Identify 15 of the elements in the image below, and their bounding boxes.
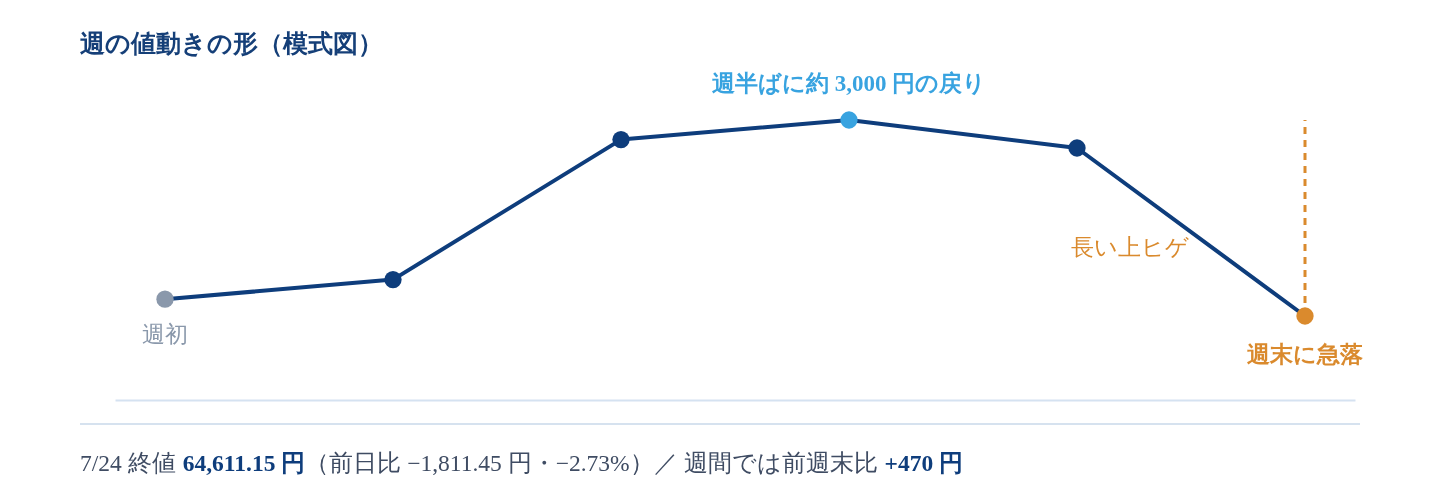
- annotation: 週初: [142, 322, 188, 348]
- point: [1068, 139, 1086, 157]
- text: （前日比 −1,811.45 円・−2.73%）／ 週間では前週末比: [305, 450, 878, 476]
- annotation: 長い上ヒゲ: [1071, 235, 1189, 260]
- point: [156, 290, 174, 308]
- text: 7/24 終値: [80, 450, 176, 476]
- chart-title: 週の値動きの形（模式図）: [80, 30, 383, 58]
- point: [612, 130, 630, 149]
- annotation: 週末に急落: [1247, 342, 1363, 367]
- text: 週半ばに約 3,000 円の戻り: [711, 71, 987, 96]
- point: [840, 111, 858, 129]
- point: [384, 270, 402, 289]
- text: +470 円: [884, 450, 964, 476]
- point: [1296, 307, 1314, 325]
- text: 64,611.15 円: [182, 450, 306, 476]
